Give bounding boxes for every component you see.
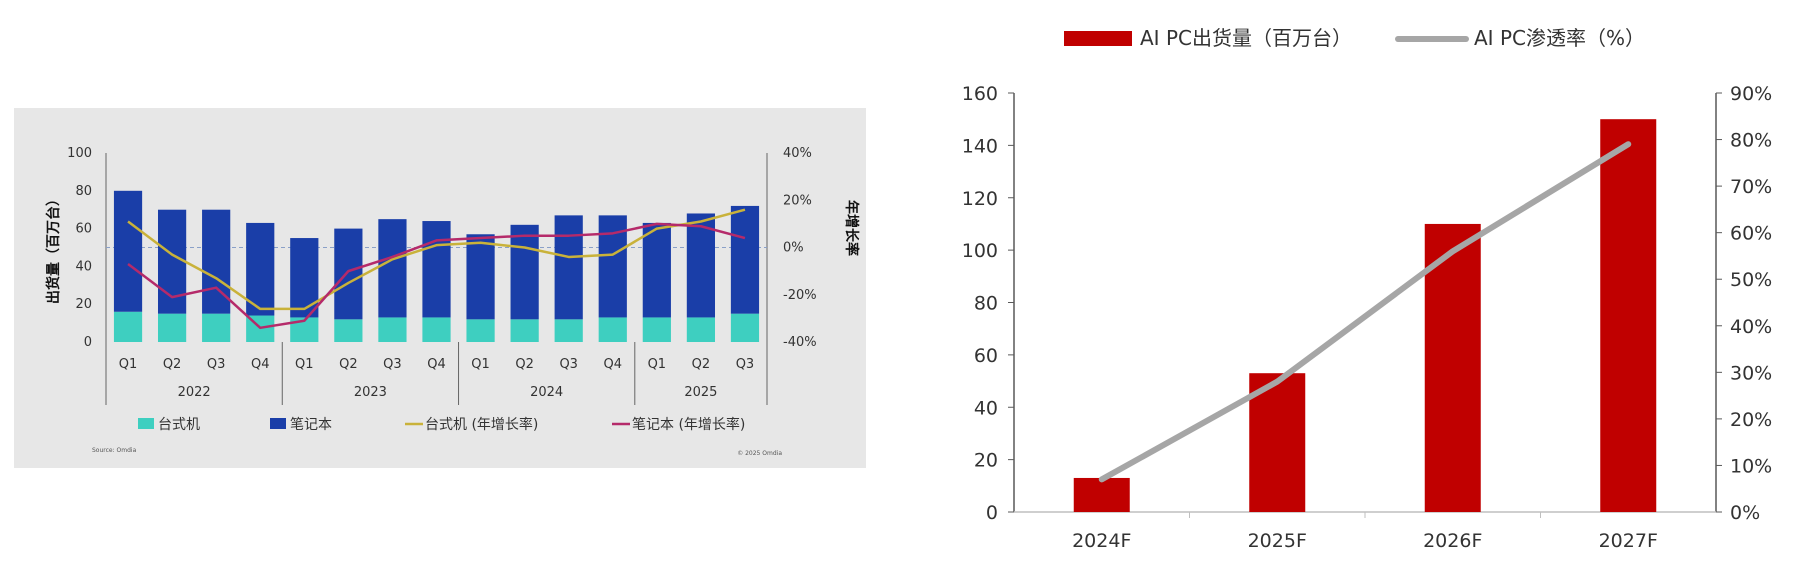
shipment-bar (1073, 477, 1130, 512)
y2-tick-label: 90% (1730, 83, 1772, 105)
desktop-bar (422, 317, 451, 342)
year-label: 2024 (530, 385, 563, 400)
x-tick-label: Q1 (648, 357, 667, 372)
year-label: 2023 (354, 385, 387, 400)
y2-tick-label: 80% (1730, 130, 1772, 152)
notebook-bar (510, 224, 539, 320)
y-tick-label: 20 (75, 297, 92, 312)
notebook-bar (422, 221, 451, 318)
y2-tick-label: 0% (1730, 502, 1760, 524)
x-tick-label: Q4 (251, 357, 270, 372)
x-tick-label: Q1 (119, 357, 138, 372)
y-tick-label: 120 (962, 188, 998, 210)
desktop-bar (157, 313, 187, 342)
notebook-growth-line (127, 222, 746, 330)
notebook-bar (378, 219, 407, 318)
y-tick-label: 100 (67, 146, 92, 161)
y-tick-label: 80 (974, 293, 998, 315)
y2-tick-label: 20% (1730, 409, 1772, 431)
y2-tick-label: -40% (783, 335, 817, 350)
x-tick-label: Q2 (515, 357, 534, 372)
x-tick-label: Q3 (207, 357, 226, 372)
notebook-bar (554, 215, 583, 320)
desktop-growth-line (127, 208, 746, 311)
desktop-bar (686, 317, 716, 342)
legend-label: 台式机 (158, 417, 200, 433)
year-label: 2022 (178, 385, 211, 400)
x-tick-label: Q1 (295, 357, 314, 372)
x-tick-label: Q4 (604, 357, 623, 372)
x-tick-label: 2025F (1248, 530, 1307, 552)
x-tick-label: 2024F (1072, 530, 1131, 552)
y-tick-label: 60 (974, 345, 998, 367)
legend-swatch-bar (1064, 31, 1132, 46)
x-tick-label: 2027F (1599, 530, 1658, 552)
desktop-bar (466, 319, 495, 342)
y-tick-label: 60 (75, 222, 92, 237)
year-label: 2025 (684, 385, 717, 400)
source-note: Source: Omdia (92, 447, 137, 454)
desktop-bar (598, 317, 627, 342)
legend-label-bar: AI PC出货量（百万台） (1140, 26, 1352, 50)
shipment-bar (1600, 119, 1657, 512)
desktop-bar (378, 317, 407, 342)
y2-tick-label: -20% (783, 288, 817, 303)
notebook-bar (466, 234, 495, 320)
shipment-bar (1249, 373, 1306, 512)
notebook-bar (642, 222, 671, 318)
y-axis-title: 出货量（百万台） (45, 192, 62, 304)
penetration-line (1098, 141, 1632, 483)
x-tick-label: Q3 (559, 357, 578, 372)
y2-axis-title: 年增长率 (843, 200, 860, 256)
desktop-bar (730, 313, 760, 342)
x-tick-label: Q2 (692, 357, 711, 372)
desktop-bar (202, 313, 231, 342)
notebook-bar (334, 228, 363, 320)
desktop-bar (510, 319, 539, 342)
y2-tick-label: 40% (1730, 316, 1772, 338)
x-tick-label: 2026F (1423, 530, 1482, 552)
legend-label: 台式机 (年增长率) (425, 416, 538, 433)
x-tick-label: Q3 (383, 357, 402, 372)
copyright-note: © 2025 Omdia (737, 450, 782, 457)
legend-label: 笔记本 (290, 417, 332, 433)
desktop-bar (554, 319, 583, 342)
y2-tick-label: 0% (783, 241, 804, 256)
y2-tick-label: 50% (1730, 269, 1772, 291)
x-tick-label: Q3 (736, 357, 755, 372)
legend-label-line: AI PC渗透率（%） (1474, 26, 1645, 50)
y-tick-label: 140 (962, 135, 998, 157)
desktop-bar (334, 319, 363, 342)
y2-tick-label: 20% (783, 193, 812, 208)
desktop-bar (113, 311, 143, 342)
y2-tick-label: 10% (1730, 455, 1772, 477)
y2-tick-label: 60% (1730, 223, 1772, 245)
y-tick-label: 160 (962, 83, 998, 105)
y-tick-label: 0 (84, 335, 92, 350)
legend-label: 笔记本 (年增长率) (632, 416, 745, 433)
legend-swatch (270, 418, 286, 429)
desktop-bar (642, 317, 671, 342)
x-tick-label: Q2 (163, 357, 182, 372)
notebook-bar (246, 222, 275, 316)
legend-swatch (138, 418, 154, 429)
notebook-bar (686, 213, 716, 318)
x-tick-label: Q4 (427, 357, 446, 372)
notebook-bar (730, 205, 760, 314)
y2-tick-label: 30% (1730, 362, 1772, 384)
y-tick-label: 40 (974, 397, 998, 419)
y-tick-label: 100 (962, 240, 998, 262)
x-tick-label: Q2 (339, 357, 358, 372)
y2-tick-label: 70% (1730, 176, 1772, 198)
y2-tick-label: 40% (783, 146, 812, 161)
x-tick-label: Q1 (471, 357, 490, 372)
y-tick-label: 80 (75, 184, 92, 199)
y-tick-label: 20 (974, 450, 998, 472)
y-tick-label: 40 (75, 259, 92, 274)
notebook-bar (113, 190, 143, 312)
y-tick-label: 0 (986, 502, 998, 524)
shipment-bar (1424, 223, 1481, 512)
